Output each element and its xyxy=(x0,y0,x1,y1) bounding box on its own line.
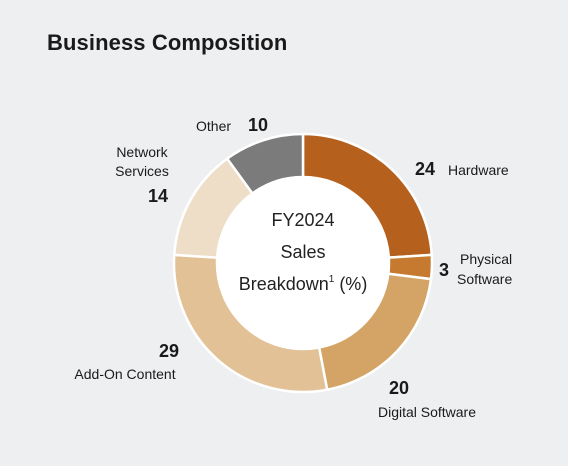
slice-label-physical-software-1: Physical xyxy=(460,251,512,267)
donut-hole xyxy=(216,176,390,350)
center-label-line-1: FY2024 xyxy=(271,210,334,230)
donut-slices xyxy=(172,132,434,394)
slice-label-physical-software-2: Software xyxy=(457,271,512,287)
center-label-footnote: 1 xyxy=(329,274,335,285)
center-label-line-2: Sales xyxy=(280,242,325,262)
slice-label-other: Other xyxy=(196,118,231,134)
slice-value-network-services: 14 xyxy=(148,186,168,206)
slice-value-physical-software: 3 xyxy=(439,260,449,280)
slice-label-digital-software: Digital Software xyxy=(378,404,476,420)
slice-label-network-services-1: Network xyxy=(116,144,168,160)
slice-value-digital-software: 20 xyxy=(389,378,409,398)
slice-label-hardware: Hardware xyxy=(448,162,509,178)
center-label-word: Breakdown xyxy=(239,274,329,294)
page-title: Business Composition xyxy=(47,30,288,55)
slice-label-network-services-2: Services xyxy=(115,163,169,179)
slice-value-hardware: 24 xyxy=(415,159,435,179)
page-edge xyxy=(568,0,582,466)
slice-label-add-on-content: Add-On Content xyxy=(74,366,175,382)
center-label-unit: (%) xyxy=(334,274,367,294)
center-label-line-3: Breakdown1 (%) xyxy=(239,274,368,294)
slice-value-add-on-content: 29 xyxy=(159,341,179,361)
slice-value-other: 10 xyxy=(248,115,268,135)
